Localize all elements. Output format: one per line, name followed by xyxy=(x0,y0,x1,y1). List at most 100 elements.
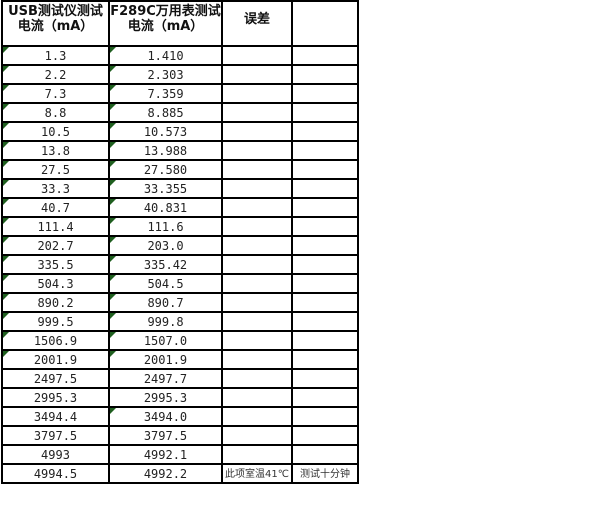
note-cell[interactable] xyxy=(291,159,359,180)
meter-current-cell[interactable]: 504.5 xyxy=(108,273,223,294)
usb-current-cell[interactable]: 33.3 xyxy=(1,178,110,199)
note-cell[interactable] xyxy=(291,45,359,66)
cell-text: 890.7 xyxy=(147,295,184,310)
note-cell[interactable] xyxy=(291,406,359,427)
usb-current-cell[interactable]: 111.4 xyxy=(1,216,110,237)
note-cell[interactable] xyxy=(291,140,359,161)
note-cell[interactable] xyxy=(291,444,359,465)
error-cell[interactable] xyxy=(221,64,293,85)
header-error[interactable]: 误差 xyxy=(221,0,293,47)
error-cell[interactable] xyxy=(221,121,293,142)
error-cell[interactable] xyxy=(221,178,293,199)
meter-current-cell[interactable]: 2995.3 xyxy=(108,387,223,408)
note-cell[interactable] xyxy=(291,197,359,218)
error-cell[interactable] xyxy=(221,159,293,180)
error-cell[interactable] xyxy=(221,368,293,389)
error-cell[interactable] xyxy=(221,425,293,446)
error-cell[interactable] xyxy=(221,330,293,351)
meter-current-cell[interactable]: 13.988 xyxy=(108,140,223,161)
error-cell[interactable] xyxy=(221,292,293,313)
error-cell[interactable] xyxy=(221,387,293,408)
note-cell[interactable] xyxy=(291,235,359,256)
usb-current-cell[interactable]: 10.5 xyxy=(1,121,110,142)
meter-current-cell[interactable]: 111.6 xyxy=(108,216,223,237)
note-cell[interactable] xyxy=(291,425,359,446)
note-cell[interactable]: 测试十分钟 xyxy=(291,463,359,484)
usb-current-cell[interactable]: 3797.5 xyxy=(1,425,110,446)
error-cell[interactable]: 此项室温41℃ xyxy=(221,463,293,484)
meter-current-cell[interactable]: 203.0 xyxy=(108,235,223,256)
error-cell[interactable] xyxy=(221,254,293,275)
note-cell[interactable] xyxy=(291,64,359,85)
header-usb-current[interactable]: USB测试仪测试电流（mA） xyxy=(1,0,110,47)
error-cell[interactable] xyxy=(221,197,293,218)
error-cell[interactable] xyxy=(221,444,293,465)
meter-current-cell[interactable]: 1507.0 xyxy=(108,330,223,351)
meter-current-cell[interactable]: 2001.9 xyxy=(108,349,223,370)
note-cell[interactable] xyxy=(291,83,359,104)
usb-current-cell[interactable]: 335.5 xyxy=(1,254,110,275)
usb-current-cell[interactable]: 890.2 xyxy=(1,292,110,313)
meter-current-cell[interactable]: 3797.5 xyxy=(108,425,223,446)
usb-current-cell[interactable]: 13.8 xyxy=(1,140,110,161)
usb-current-cell[interactable]: 1.3 xyxy=(1,45,110,66)
meter-current-cell[interactable]: 4992.1 xyxy=(108,444,223,465)
note-cell[interactable] xyxy=(291,254,359,275)
note-cell[interactable] xyxy=(291,178,359,199)
usb-current-cell[interactable]: 2001.9 xyxy=(1,349,110,370)
error-cell[interactable] xyxy=(221,349,293,370)
note-cell[interactable] xyxy=(291,273,359,294)
cell-text: 3494.0 xyxy=(143,409,188,424)
meter-current-cell[interactable]: 4992.2 xyxy=(108,463,223,484)
note-cell[interactable] xyxy=(291,349,359,370)
meter-current-cell[interactable]: 33.355 xyxy=(108,178,223,199)
meter-current-cell[interactable]: 335.42 xyxy=(108,254,223,275)
usb-current-cell[interactable]: 3494.4 xyxy=(1,406,110,427)
meter-current-cell[interactable]: 2497.7 xyxy=(108,368,223,389)
usb-current-cell[interactable]: 8.8 xyxy=(1,102,110,123)
meter-current-cell[interactable]: 10.573 xyxy=(108,121,223,142)
note-cell[interactable] xyxy=(291,121,359,142)
usb-current-cell[interactable]: 27.5 xyxy=(1,159,110,180)
error-cell[interactable] xyxy=(221,216,293,237)
error-cell[interactable] xyxy=(221,235,293,256)
note-cell[interactable] xyxy=(291,368,359,389)
header-empty[interactable] xyxy=(291,0,359,47)
meter-current-cell[interactable]: 999.8 xyxy=(108,311,223,332)
meter-current-cell[interactable]: 2.303 xyxy=(108,64,223,85)
note-cell[interactable] xyxy=(291,387,359,408)
cell-text: 33.3 xyxy=(41,181,70,196)
usb-current-cell[interactable]: 202.7 xyxy=(1,235,110,256)
note-cell[interactable] xyxy=(291,216,359,237)
error-cell[interactable] xyxy=(221,102,293,123)
error-cell[interactable] xyxy=(221,273,293,294)
usb-current-cell[interactable]: 504.3 xyxy=(1,273,110,294)
usb-current-cell[interactable]: 2.2 xyxy=(1,64,110,85)
meter-current-cell[interactable]: 1.410 xyxy=(108,45,223,66)
error-cell[interactable] xyxy=(221,311,293,332)
usb-current-cell[interactable]: 1506.9 xyxy=(1,330,110,351)
usb-current-cell[interactable]: 7.3 xyxy=(1,83,110,104)
cell-text: 890.2 xyxy=(37,295,74,310)
error-cell[interactable] xyxy=(221,83,293,104)
note-cell[interactable] xyxy=(291,330,359,351)
usb-current-cell[interactable]: 4993 xyxy=(1,444,110,465)
usb-current-cell[interactable]: 999.5 xyxy=(1,311,110,332)
note-cell[interactable] xyxy=(291,102,359,123)
usb-current-cell[interactable]: 4994.5 xyxy=(1,463,110,484)
meter-current-cell[interactable]: 7.359 xyxy=(108,83,223,104)
error-cell[interactable] xyxy=(221,140,293,161)
meter-current-cell[interactable]: 890.7 xyxy=(108,292,223,313)
meter-current-cell[interactable]: 8.885 xyxy=(108,102,223,123)
note-cell[interactable] xyxy=(291,292,359,313)
usb-current-cell[interactable]: 2497.5 xyxy=(1,368,110,389)
error-cell[interactable] xyxy=(221,45,293,66)
meter-current-cell[interactable]: 3494.0 xyxy=(108,406,223,427)
meter-current-cell[interactable]: 40.831 xyxy=(108,197,223,218)
error-cell[interactable] xyxy=(221,406,293,427)
note-cell[interactable] xyxy=(291,311,359,332)
meter-current-cell[interactable]: 27.580 xyxy=(108,159,223,180)
usb-current-cell[interactable]: 40.7 xyxy=(1,197,110,218)
usb-current-cell[interactable]: 2995.3 xyxy=(1,387,110,408)
header-meter-current[interactable]: F289C万用表测试电流（mA） xyxy=(108,0,223,47)
